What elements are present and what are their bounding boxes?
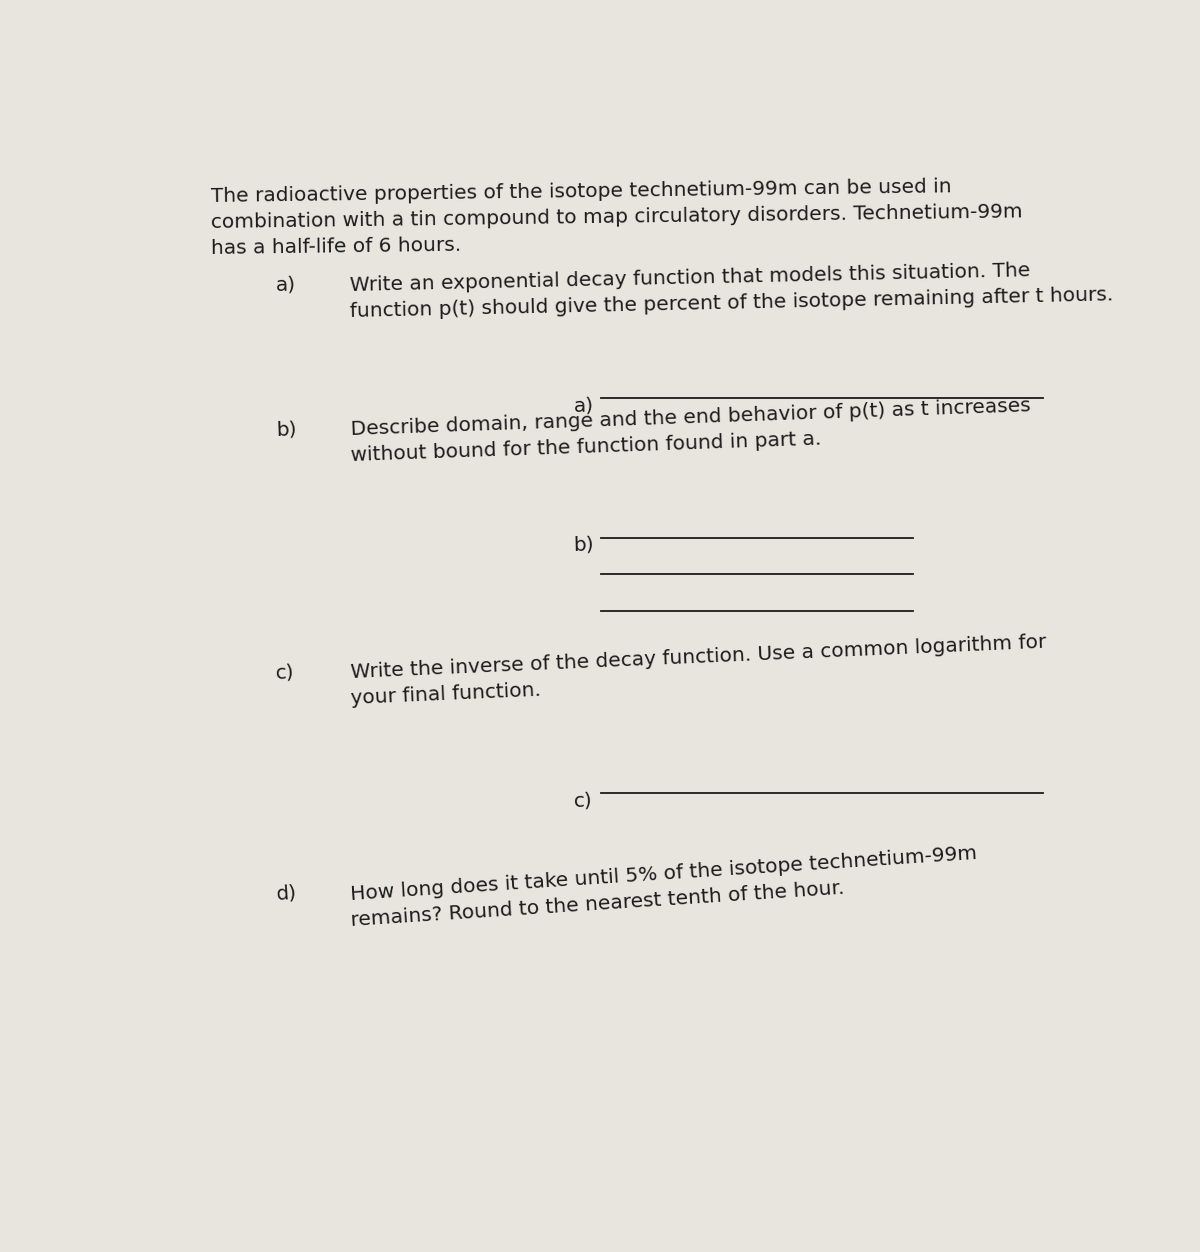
Text: your final function.: your final function. <box>350 681 541 709</box>
Text: Write an exponential decay function that models this situation. The: Write an exponential decay function that… <box>350 260 1031 294</box>
Text: Describe domain, range and the end behavior of p(t) as t increases: Describe domain, range and the end behav… <box>350 397 1031 439</box>
Text: The radioactive properties of the isotope technetium-99m can be used in: The radioactive properties of the isotop… <box>210 178 952 205</box>
Text: remains? Round to the nearest tenth of the hour.: remains? Round to the nearest tenth of t… <box>350 879 845 930</box>
Text: b): b) <box>574 536 594 555</box>
Text: function p(t) should give the percent of the isotope remaining after t hours.: function p(t) should give the percent of… <box>350 285 1114 321</box>
Text: combination with a tin compound to map circulatory disorders. Technetium-99m: combination with a tin compound to map c… <box>210 203 1022 232</box>
Text: without bound for the function found in part a.: without bound for the function found in … <box>350 429 821 466</box>
Text: c): c) <box>276 662 295 682</box>
Text: d): d) <box>276 884 298 904</box>
Text: b): b) <box>276 419 296 439</box>
Text: c): c) <box>574 791 593 810</box>
Text: a): a) <box>276 275 296 294</box>
Text: Write the inverse of the decay function. Use a common logarithm for: Write the inverse of the decay function.… <box>350 632 1046 682</box>
Text: How long does it take until 5% of the isotope technetium-99m: How long does it take until 5% of the is… <box>350 844 978 904</box>
Text: a): a) <box>574 396 594 416</box>
Text: has a half-life of 6 hours.: has a half-life of 6 hours. <box>210 235 461 258</box>
